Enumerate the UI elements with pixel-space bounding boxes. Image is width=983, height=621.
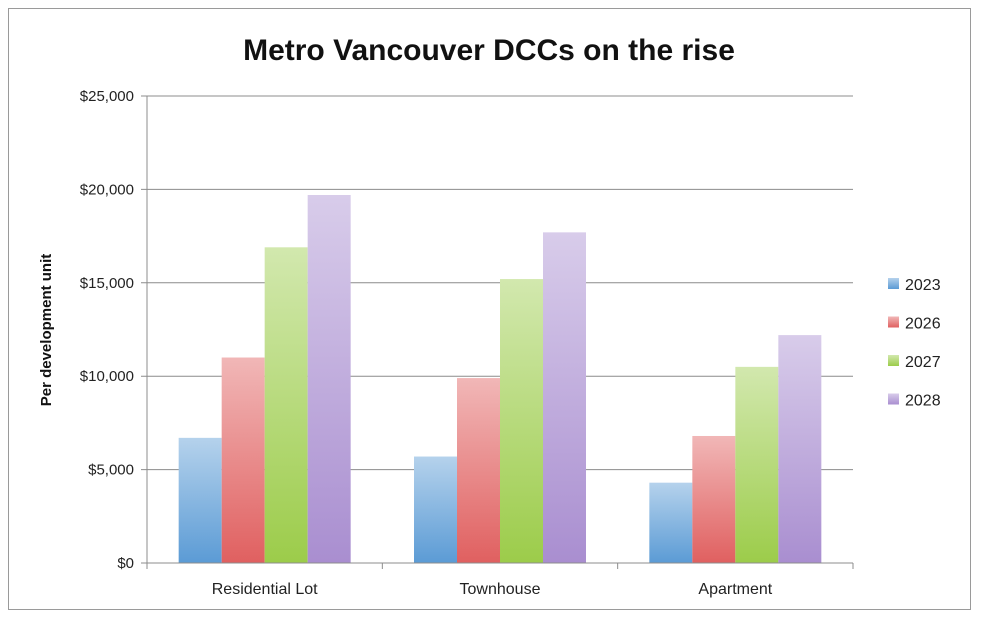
bar-2027-0 [264,247,308,564]
bar-2023-1 [414,456,457,563]
legend-swatch [888,278,899,289]
x-tick-label: Townhouse [460,581,541,598]
bar-2028-2 [778,335,822,563]
y-tick-label: $25,000 [80,88,134,105]
chart-title: Metro Vancouver DCCs on the rise [243,34,735,67]
y-tick-label: $15,000 [80,275,134,292]
legend-swatch [888,355,899,366]
y-tick-label: $10,000 [80,368,134,385]
legend-swatch [888,393,899,405]
bar-2023-0 [178,437,222,563]
bar-2026-2 [692,435,736,563]
bar-2026-1 [457,378,500,563]
y-tick-label: $0 [117,555,134,572]
x-tick-label: Residential Lot [212,581,318,598]
bar-2028-0 [307,195,351,563]
legend-entry: 2023 [905,277,941,294]
legend-entry: 2027 [905,354,941,371]
legend-swatch [888,316,899,328]
y-tick-label: $20,000 [80,181,134,198]
bar-2028-1 [543,232,586,563]
bar-2027-2 [735,366,779,563]
legend-entry: 2026 [905,316,941,333]
x-tick-label: Apartment [698,581,772,598]
bar-2023-2 [649,482,693,563]
y-axis-label: Per development unit [38,254,55,407]
legend-entry: 2028 [905,393,941,410]
bar-2026-0 [221,357,265,563]
y-tick-label: $5,000 [88,462,134,479]
bar-2027-1 [500,279,543,563]
